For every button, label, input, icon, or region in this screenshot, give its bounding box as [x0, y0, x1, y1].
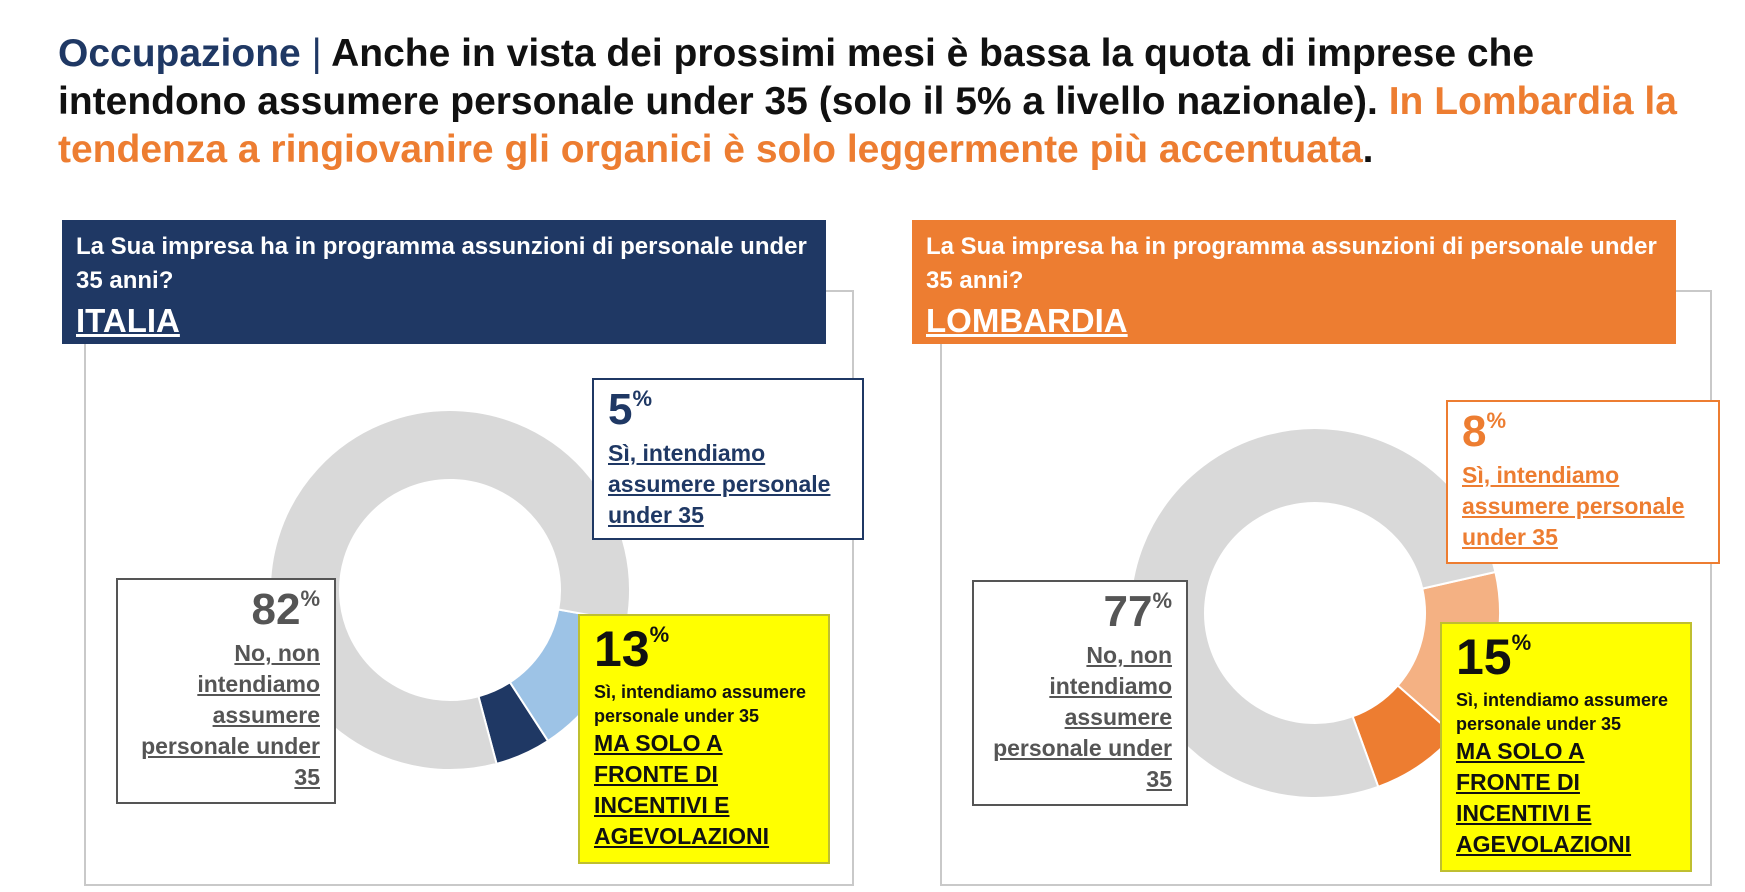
lombardia-no-callout: 77% No, non intendiamo assumere personal…	[972, 580, 1188, 806]
italia-slice-no	[270, 410, 630, 770]
title-end: .	[1362, 128, 1374, 171]
italia-no-value: 82	[251, 585, 301, 634]
lombardia-yes-pct-symbol: %	[1486, 408, 1507, 433]
italia-inc-percent: 13%	[594, 621, 814, 677]
title-separator: |	[311, 32, 322, 75]
lombardia-yes-label: Sì, intendiamo assumere personale under …	[1462, 462, 1685, 550]
lombardia-incentives-callout: 15% Sì, intendiamo assumere personale un…	[1440, 622, 1692, 872]
italia-question: La Sua impresa ha in programma assunzion…	[76, 233, 807, 294]
title-section: Occupazione	[58, 32, 301, 75]
italia-header: La Sua impresa ha in programma assunzion…	[62, 220, 826, 344]
lombardia-inc-percent: 15%	[1456, 629, 1676, 685]
title-main: Anche in vista dei prossimi mesi è bassa…	[58, 32, 1535, 123]
italia-no-percent: 82%	[132, 588, 320, 632]
italia-inc-value: 13	[594, 621, 650, 677]
lombardia-inc-label-small: Sì, intendiamo assumere personale under …	[1456, 690, 1669, 734]
italia-inc-label-strong: MA SOLO A FRONTE DI INCENTIVI E AGEVOLAZ…	[594, 730, 770, 849]
italia-no-callout: 82% No, non intendiamo assumere personal…	[116, 578, 336, 804]
lombardia-slice-no	[1130, 428, 1497, 798]
lombardia-inc-value: 15	[1456, 629, 1512, 685]
lombardia-no-percent: 77%	[988, 590, 1172, 634]
italia-no-label: No, non intendiamo assumere personale un…	[141, 640, 320, 790]
lombardia-yes-percent: 8%	[1462, 410, 1704, 454]
lombardia-no-label: No, non intendiamo assumere personale un…	[993, 642, 1172, 792]
italia-inc-label-small: Sì, intendiamo assumere personale under …	[594, 682, 807, 726]
italia-yes-value: 5	[608, 385, 633, 434]
italia-yes-label: Sì, intendiamo assumere personale under …	[608, 440, 831, 528]
lombardia-inc-pct-symbol: %	[1511, 630, 1532, 655]
italia-region-label: ITALIA	[76, 302, 180, 339]
lombardia-inc-label-strong: MA SOLO A FRONTE DI INCENTIVI E AGEVOLAZ…	[1456, 738, 1632, 857]
title-highlight: In Lombardia la tendenza a ringiovanire …	[58, 80, 1677, 171]
lombardia-header: La Sua impresa ha in programma assunzion…	[912, 220, 1676, 344]
lombardia-question: La Sua impresa ha in programma assunzion…	[926, 233, 1657, 294]
lombardia-no-pct-symbol: %	[1152, 588, 1172, 613]
lombardia-region-label: LOMBARDIA	[926, 302, 1128, 339]
lombardia-yes-value: 8	[1462, 407, 1487, 456]
italia-no-pct-symbol: %	[300, 586, 320, 611]
lombardia-no-value: 77	[1103, 587, 1153, 636]
italia-yes-pct-symbol: %	[632, 386, 653, 411]
slide-title: Occupazione | Anche in vista dei prossim…	[58, 30, 1718, 174]
italia-yes-percent: 5%	[608, 388, 848, 432]
lombardia-yes-callout: 8% Sì, intendiamo assumere personale und…	[1446, 400, 1720, 564]
italia-yes-callout: 5% Sì, intendiamo assumere personale und…	[592, 378, 864, 540]
italia-incentives-callout: 13% Sì, intendiamo assumere personale un…	[578, 614, 830, 864]
italia-inc-pct-symbol: %	[649, 622, 670, 647]
